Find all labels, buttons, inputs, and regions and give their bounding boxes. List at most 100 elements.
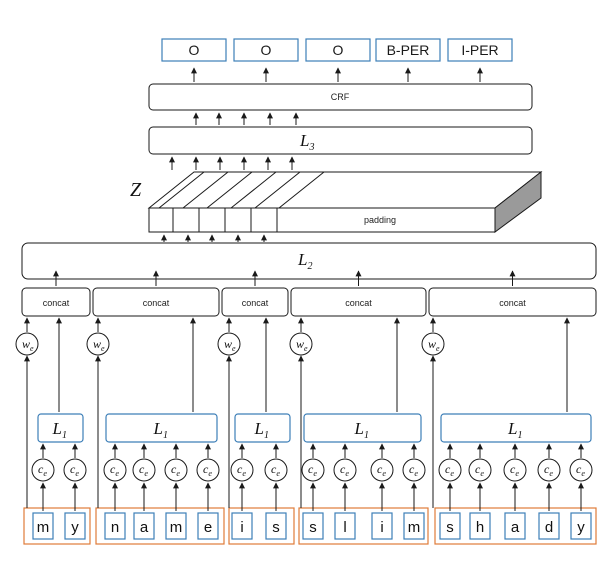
word-embedding-label: we: [93, 337, 105, 353]
char-box: [439, 512, 461, 540]
char-embedding-label: ce: [510, 462, 519, 478]
word-embedding-node: [86, 332, 110, 356]
char-embedding-node: [103, 458, 127, 482]
padding-label: padding: [364, 215, 396, 225]
char-label: i: [240, 519, 243, 536]
char-embedding-label: ce: [475, 462, 484, 478]
char-embedding-node: [301, 458, 325, 482]
l2-layer: [21, 242, 597, 280]
word-box: [95, 507, 225, 545]
word-box: [228, 507, 295, 545]
word-column: concat L1 we s ce h ce a ce d ce y ce: [421, 270, 597, 545]
char-box: [133, 512, 155, 540]
char-embedding-node: [438, 458, 462, 482]
char-label: s: [272, 519, 280, 536]
char-embedding-node: [333, 458, 357, 482]
char-embedding-node: [230, 458, 254, 482]
char-label: h: [476, 519, 484, 536]
l1-label: L1: [153, 419, 168, 441]
char-embedding-node: [468, 458, 492, 482]
char-embedding-label: ce: [445, 462, 454, 478]
char-label: a: [511, 519, 520, 536]
output-tag-label: O: [333, 42, 344, 58]
concat-box: [92, 287, 220, 317]
l1-box: [105, 413, 218, 443]
word-embedding-node: [289, 332, 313, 356]
word-embedding-node: [15, 332, 39, 356]
z-slice-edge: [278, 171, 325, 209]
z-top-face: [147, 171, 543, 209]
concat-box: [21, 287, 91, 317]
char-label: d: [545, 519, 553, 536]
char-label: n: [111, 519, 119, 536]
output-tag-label: I-PER: [461, 42, 498, 58]
word-embedding-label: we: [296, 337, 308, 353]
word-columns: concatL1wemceyceconcatL1wenceacemceececo…: [15, 112, 597, 545]
char-embedding-node: [370, 458, 394, 482]
l1-label: L1: [52, 419, 67, 441]
char-embedding-label: ce: [237, 462, 246, 478]
char-box: [302, 512, 324, 540]
char-label: m: [408, 519, 421, 536]
z-slice-edge: [182, 171, 229, 209]
char-embedding-node: [31, 458, 55, 482]
z-front-face: [148, 207, 496, 233]
l1-box: [234, 413, 291, 443]
char-box: [570, 512, 592, 540]
char-embedding-label: ce: [38, 462, 47, 478]
char-embedding-node: [132, 458, 156, 482]
char-box: [538, 512, 560, 540]
z-slice-edge: [230, 171, 277, 209]
char-box: [265, 512, 287, 540]
char-label: s: [309, 519, 317, 536]
char-label: i: [380, 519, 383, 536]
char-embedding-label: ce: [340, 462, 349, 478]
char-embedding-node: [537, 458, 561, 482]
concat-box: [428, 287, 597, 317]
l3-label: L3: [299, 131, 314, 153]
crf-label: CRF: [331, 92, 350, 102]
char-box: [165, 512, 187, 540]
char-embedding-node: [503, 458, 527, 482]
output-tag-label: O: [261, 42, 272, 58]
char-box: [403, 512, 425, 540]
l2-label: L2: [297, 250, 312, 272]
char-box: [231, 512, 253, 540]
z-label: Z: [130, 179, 142, 201]
char-embedding-node: [264, 458, 288, 482]
char-embedding-label: ce: [377, 462, 386, 478]
output-tag-box: [161, 38, 227, 62]
char-embedding-node: [63, 458, 87, 482]
char-embedding-label: ce: [139, 462, 148, 478]
char-embedding-label: ce: [409, 462, 418, 478]
l1-box: [303, 413, 422, 443]
output-tag-label: O: [189, 42, 200, 58]
word-column: concat L1 we n ce a ce m ce e ce: [86, 270, 225, 545]
z-slice-edge: [206, 171, 253, 209]
char-embedding-label: ce: [70, 462, 79, 478]
word-box: [23, 507, 91, 545]
char-embedding-label: ce: [544, 462, 553, 478]
word-embedding-node: [421, 332, 445, 356]
output-tag-box: [233, 38, 299, 62]
char-box: [334, 512, 356, 540]
char-embedding-node: [164, 458, 188, 482]
z-tensor: [147, 170, 543, 233]
concat-box: [290, 287, 427, 317]
concat-label: concat: [345, 298, 372, 308]
output-tag-label: B-PER: [387, 42, 430, 58]
concat-label: concat: [43, 298, 70, 308]
word-embedding-label: we: [224, 337, 236, 353]
char-embedding-label: ce: [171, 462, 180, 478]
char-embedding-label: ce: [271, 462, 280, 478]
char-label: s: [446, 519, 454, 536]
char-box: [469, 512, 491, 540]
char-label: m: [37, 519, 50, 536]
char-box: [197, 512, 219, 540]
char-box: [371, 512, 393, 540]
concat-box: [221, 287, 289, 317]
char-embedding-label: ce: [110, 462, 119, 478]
char-box: [32, 512, 54, 540]
char-label: a: [140, 519, 149, 536]
